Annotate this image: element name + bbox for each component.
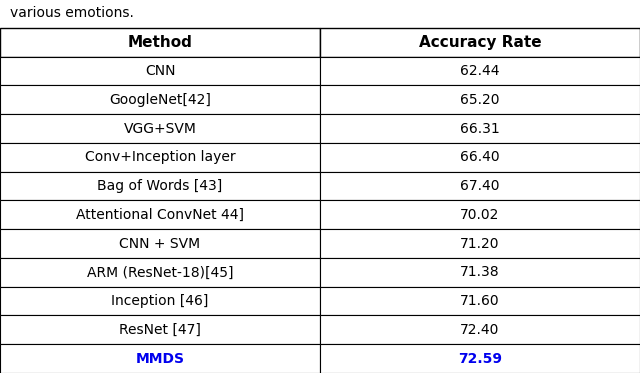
Text: various emotions.: various emotions. bbox=[10, 6, 134, 19]
